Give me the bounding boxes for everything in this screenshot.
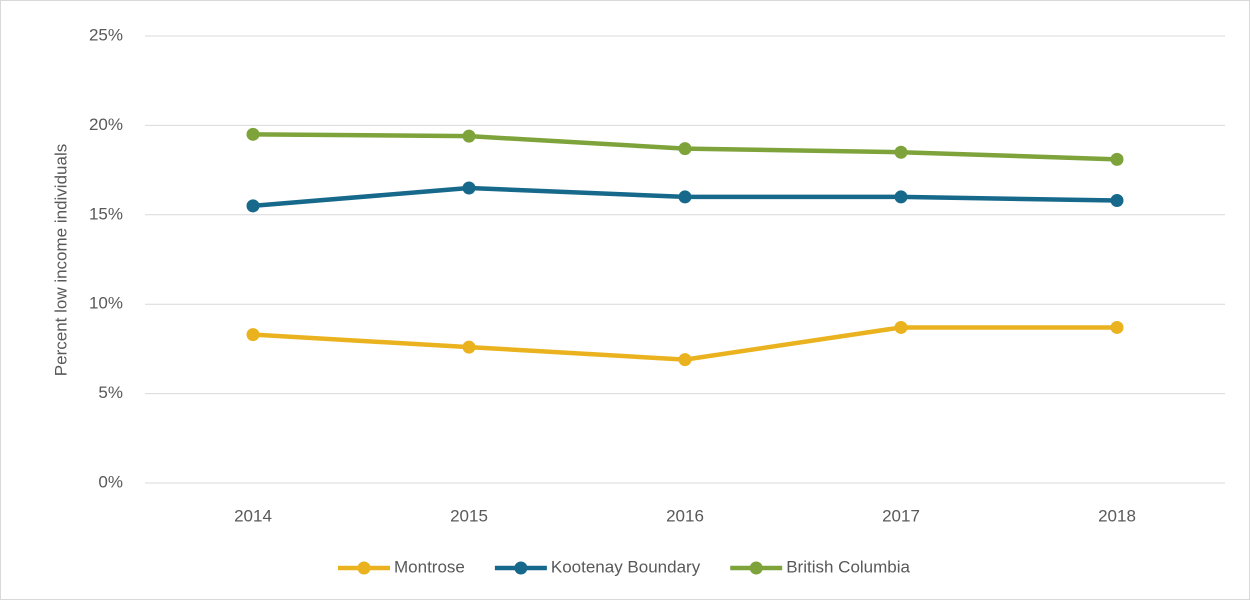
y-tick-label: 25%	[89, 25, 123, 44]
point	[246, 328, 260, 342]
legend-label: Montrose	[394, 557, 465, 576]
point	[1110, 320, 1124, 334]
y-axis-label: Percent low income individuals	[51, 144, 70, 376]
point	[246, 127, 260, 141]
legend-label: Kootenay Boundary	[551, 557, 701, 576]
point	[1110, 193, 1124, 207]
point	[894, 320, 908, 334]
x-tick-label: 2014	[234, 506, 272, 525]
y-tick-label: 5%	[98, 383, 123, 402]
x-tick-label: 2018	[1098, 506, 1136, 525]
y-tick-label: 20%	[89, 115, 123, 134]
x-tick-label: 2016	[666, 506, 704, 525]
point	[894, 145, 908, 159]
y-tick-label: 10%	[89, 294, 123, 313]
x-tick-label: 2017	[882, 506, 920, 525]
y-tick-label: 0%	[98, 472, 123, 491]
point	[894, 190, 908, 204]
legend-marker	[514, 561, 528, 575]
x-tick-label: 2015	[450, 506, 488, 525]
point	[246, 199, 260, 213]
point	[678, 190, 692, 204]
point	[678, 353, 692, 367]
point	[462, 340, 476, 354]
y-tick-label: 15%	[89, 204, 123, 223]
legend-marker	[357, 561, 371, 575]
legend-marker	[749, 561, 763, 575]
point	[462, 129, 476, 143]
point	[1110, 152, 1124, 166]
legend-label: British Columbia	[786, 557, 910, 576]
point	[678, 142, 692, 156]
point	[462, 181, 476, 195]
